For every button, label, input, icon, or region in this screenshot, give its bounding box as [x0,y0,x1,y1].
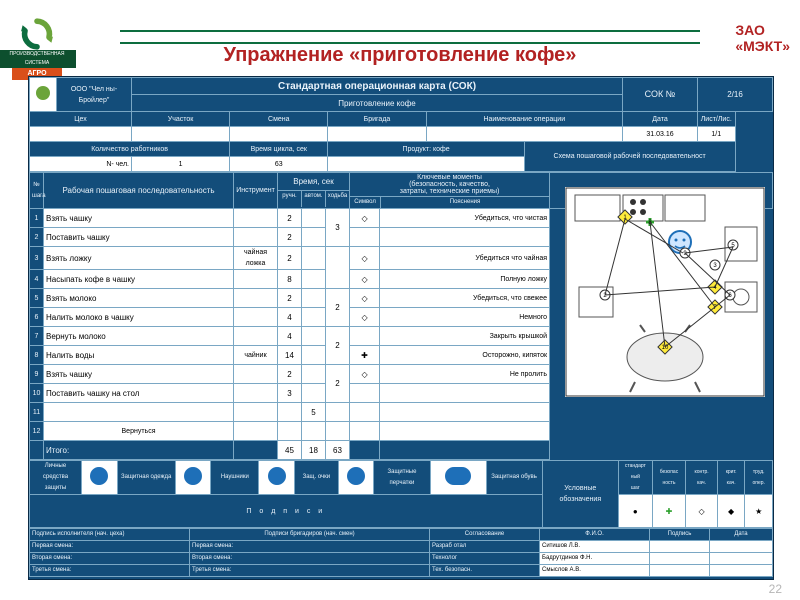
table-row: Первая смена:Первая смена:Разраб оталСит… [30,541,773,553]
hdr-uch: Участок [132,112,230,127]
page-title: Упражнение «приготовление кофе» [0,44,800,67]
table-row: Вторая смена:Вторая смена:ТехнологБадрут… [30,553,773,565]
org-name: ООО "Чел ны- Бройлер" [57,78,132,112]
hdr-scheme: Схема пошаговой рабочей последовательнос… [524,142,735,172]
sig-hdr-sig: Подпись [650,529,710,541]
hdr-sheet: 1/1 [698,127,736,142]
sok-no-label: СОК № [623,78,698,112]
workers-v: 1 [132,157,230,172]
ppe-table: Личные средства защиты Защитная одежда Н… [29,460,773,528]
card-title: Стандартная операционная карта (СОК) [132,78,623,95]
legend-c2: безопас ность [652,461,686,495]
ppe-1: Наушники [211,461,259,495]
table-row: Третья смена:Третья смена:Тех. безопасн.… [30,565,773,577]
ppe-0: Защитная одежда [117,461,175,495]
hdr-date: 31.03.16 [623,127,698,142]
hdr-smena: Смена [230,112,328,127]
ppe-3: Защитные перчатки [374,461,430,495]
product-line: Приготовление кофе [132,95,623,112]
totals-t1: 45 [278,441,302,460]
totals-t2: 18 [302,441,326,460]
ppe-icon [444,466,472,486]
hdr-workers: Количество работников [30,142,230,157]
row-12: 12 [30,422,44,441]
top-accent-bar [120,30,700,44]
legend-c3: контр. кач. [686,461,718,495]
hdr-sheet-l: Лист/Лис. [698,112,736,127]
hdr-oper: Наименование операции [426,112,622,127]
slide-number: 22 [769,582,782,596]
col-key: Ключевые моменты (безопасность, качество… [350,173,550,209]
layout-diagram: 12345678910 [565,187,765,397]
hdr-date-l: Дата [623,112,698,127]
sig-hdr-sogl: Согласование [430,529,540,541]
header-table: ООО "Чел ны- Бройлер" Стандартная операц… [29,77,773,172]
totals-label: Итого: [44,441,234,460]
col-no: № шага [30,173,44,209]
sig-hdr-date: Дата [710,529,773,541]
hdr-product: Продукт: кофе [328,142,524,157]
totals-t3: 63 [326,441,350,460]
ppe-5: Защитная обувь [486,461,542,495]
col-time: Время, сек ручн. автом. ходьба [278,173,350,209]
sok-card: ООО "Чел ны- Бройлер" Стандартная операц… [28,76,774,580]
hdr-cycle: Время цикла, сек [230,142,328,157]
legend-c4: крит. кач. [717,461,745,495]
workers-n: N- чел. [30,157,132,172]
col-seq: Рабочая пошаговая последовательность [44,173,234,209]
ppe-label: Личные средства защиты [30,461,82,495]
hdr-ceh: Цех [30,112,132,127]
sig-hdr-fio: Ф.И.О. [540,529,650,541]
ppe-icon [267,466,287,486]
sok-no: 2/16 [698,78,773,112]
cycle-v: 63 [230,157,328,172]
col-tool: Инструмент [234,173,278,209]
hdr-brig: Бригада [328,112,426,127]
sig-left-head: Подпись исполнителя (нач. цеха) [30,529,190,541]
ppe-icon [346,466,366,486]
ppe-icon [89,466,109,486]
row-11: 11 [30,403,44,422]
ppe-2: Защ. очки [294,461,338,495]
legend-c1: стандарт ный шаг [619,461,653,495]
legend-title: Условные обозначения [542,461,618,528]
brand-line1: ЗАО [735,22,765,38]
signatures-table: Подпись исполнителя (нач. цеха) Подписи … [29,528,773,577]
legend-c5: труд. опер. [745,461,773,495]
ppe-icon [183,466,203,486]
sig-hdr-pod: Подписи бригадиров (нач. смен) [190,529,430,541]
